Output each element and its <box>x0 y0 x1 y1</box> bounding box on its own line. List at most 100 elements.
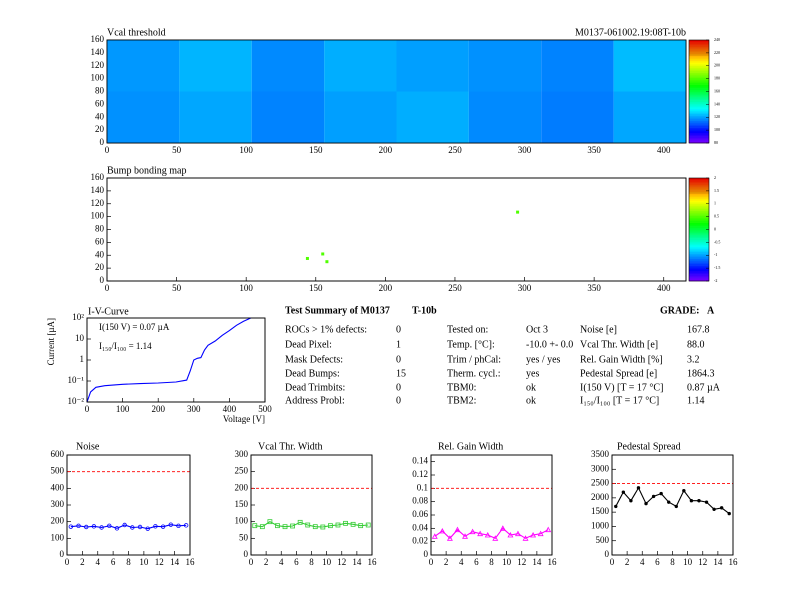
heatmap-cell <box>541 91 614 143</box>
x-tick-label: 6 <box>111 557 116 567</box>
x-tick-label: 100 <box>239 283 253 293</box>
x-tick-label: 250 <box>448 145 462 155</box>
marker <box>259 524 265 530</box>
summary-label: Mask Defects: <box>285 354 343 365</box>
colorbar-segment <box>689 179 709 182</box>
colorbar-segment <box>689 212 709 215</box>
summary-label: Dead Pixel: <box>285 339 332 350</box>
summary-value: ok <box>526 382 536 393</box>
colorbar-segment <box>689 57 709 60</box>
colorbar-segment <box>689 81 709 84</box>
colorbar-tick-label: 140 <box>714 101 720 106</box>
x-tick-label: 14 <box>170 557 180 567</box>
heatmap-cell <box>324 40 397 92</box>
x-tick-label: 0 <box>65 557 70 567</box>
x-tick-label: 300 <box>518 283 532 293</box>
summary-label: TBM2: <box>447 395 476 406</box>
y-tick-label: 0 <box>424 549 429 559</box>
colorbar-segment <box>689 70 709 73</box>
colorbar-segment <box>689 112 709 115</box>
marker <box>365 522 371 528</box>
summary-value: Oct 3 <box>526 324 548 335</box>
heatmap-cell <box>396 91 469 143</box>
plot-frame <box>611 454 734 556</box>
x-tick-label: 16 <box>368 557 378 567</box>
colorbar-segment <box>689 215 709 218</box>
colorbar-segment <box>689 184 709 187</box>
x-tick-label: 500 <box>258 404 272 414</box>
plot-border <box>250 454 373 556</box>
data-line <box>70 524 187 530</box>
colorbar-segment <box>689 113 709 116</box>
x-tick-label: 12 <box>155 557 164 567</box>
summary-label: Therm. cycl.: <box>447 368 501 379</box>
bump-point <box>516 210 520 214</box>
colorbar-segment <box>689 110 709 113</box>
colorbar-tick-label: 120 <box>714 114 720 119</box>
x-tick-label: 0 <box>105 283 110 293</box>
colorbar-segment <box>689 227 709 230</box>
marker <box>514 530 521 537</box>
summary-value: 0 <box>396 382 401 393</box>
marker <box>91 524 97 529</box>
marker <box>522 535 529 541</box>
colorbar-segment <box>689 74 709 77</box>
colorbar-segment <box>689 79 709 82</box>
colorbar-segment <box>689 262 709 265</box>
y-tick-label: 0 <box>244 549 249 559</box>
summary-label: Temp. [°C]: <box>447 339 495 350</box>
x-tick-label: 6 <box>294 557 299 567</box>
marker <box>446 535 453 541</box>
colorbar-segment <box>689 65 709 68</box>
marker <box>282 524 288 530</box>
summary-label: Trim / phCal: <box>447 354 501 365</box>
colorbar-segment <box>689 137 709 140</box>
x-tick-label: 200 <box>379 283 393 293</box>
y-tick-label: 20 <box>95 124 105 134</box>
marker <box>727 511 731 516</box>
heatmap-cell <box>613 40 686 92</box>
marker <box>469 528 476 535</box>
x-tick-label: 8 <box>126 557 131 567</box>
colorbar-segment <box>689 100 709 103</box>
colorbar-segment <box>689 198 709 201</box>
colorbar-segment <box>689 208 709 211</box>
heatmap-cell <box>324 91 397 143</box>
plot-frame <box>86 317 266 403</box>
marker <box>651 494 656 499</box>
plot-border <box>611 454 734 556</box>
marker <box>328 523 333 529</box>
colorbar-segment <box>689 106 709 109</box>
colorbar-segment <box>689 40 709 43</box>
colorbar-segment <box>689 244 709 247</box>
summary-value: 0 <box>396 395 401 406</box>
colorbar-tick-label: 2 <box>714 175 716 180</box>
colorbar-segment <box>689 253 709 256</box>
summary-value: 1 <box>396 339 401 350</box>
y-tick-label: 100 <box>91 211 105 221</box>
x-tick-label: 300 <box>187 404 201 414</box>
x-tick-label: 14 <box>713 557 723 567</box>
y-tick-label: 100 <box>51 532 65 542</box>
colorbar-segment <box>689 120 709 123</box>
x-tick-label: 2 <box>444 557 449 567</box>
plot-border <box>106 177 687 282</box>
x-tick-label: 16 <box>548 557 558 567</box>
colorbar-segment <box>689 67 709 70</box>
marker <box>545 526 552 533</box>
y-axis-label: Current [µA] <box>46 318 56 365</box>
colorbar-segment <box>689 265 709 268</box>
marker <box>168 522 173 527</box>
marker <box>477 530 484 537</box>
heatmap-cell <box>107 40 180 92</box>
colorbar-tick-label: 200 <box>714 63 720 68</box>
y-tick-label: 100 <box>91 73 105 83</box>
colorbar-segment <box>689 76 709 79</box>
x-tick-label: 4 <box>640 557 645 567</box>
colorbar-segment <box>689 217 709 220</box>
chart-title: I-V-Curve <box>88 306 129 317</box>
colorbar-tick-label: 220 <box>714 50 720 55</box>
colorbar-segment <box>689 93 709 96</box>
plot-frame <box>250 454 373 556</box>
summary-label: Vcal Thr. Width [e] <box>580 339 658 350</box>
